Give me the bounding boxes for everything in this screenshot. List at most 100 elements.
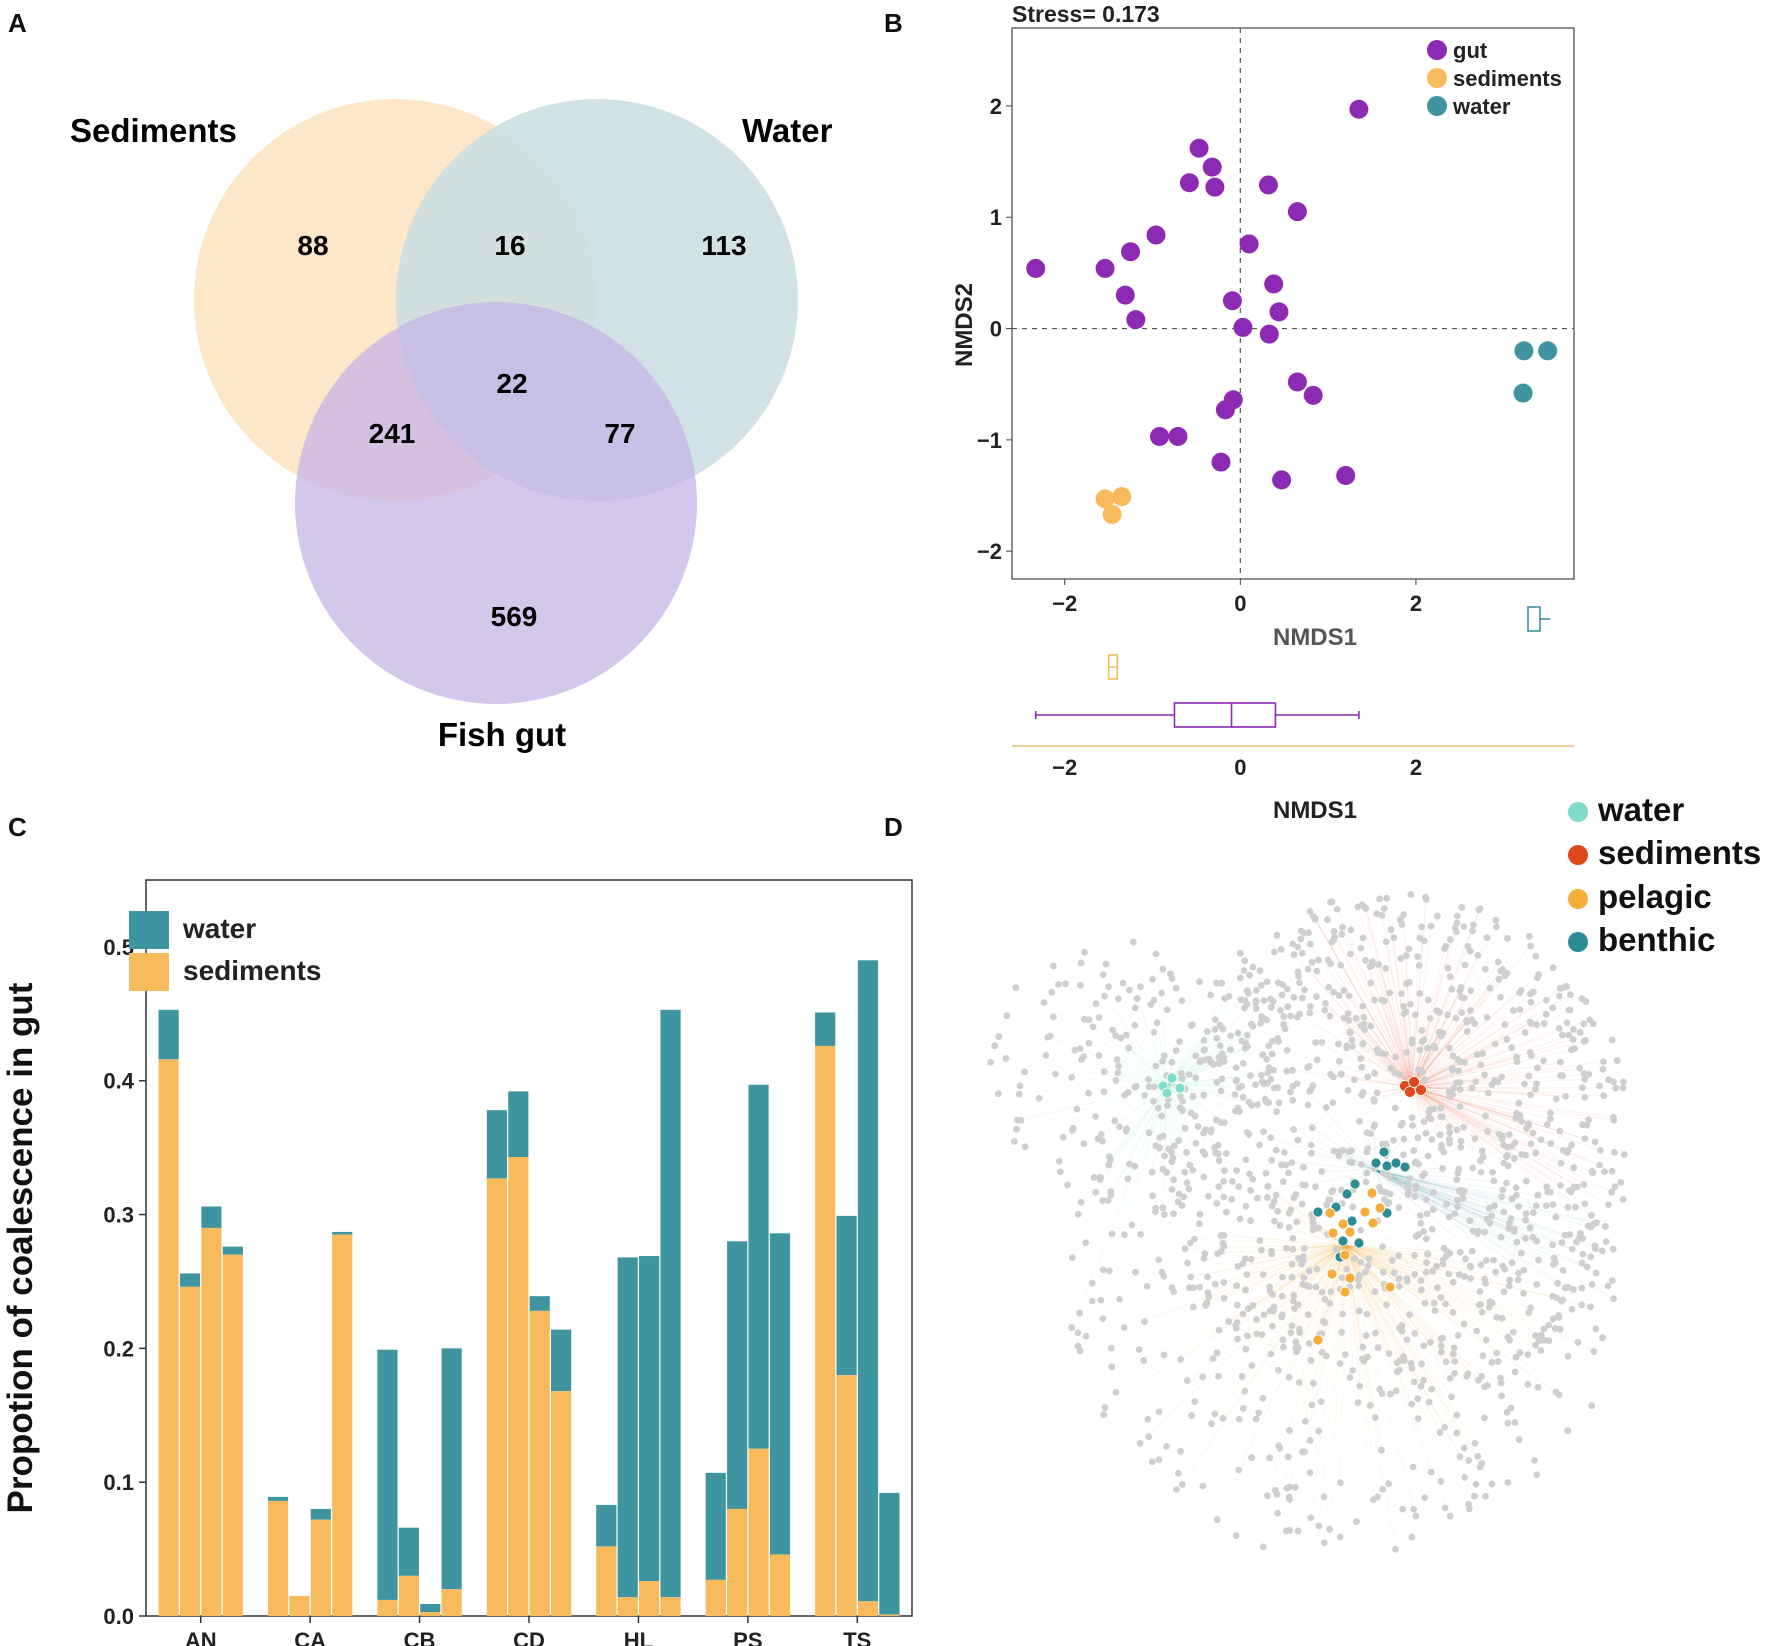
network-node	[1522, 1235, 1530, 1242]
network-node	[1189, 1166, 1197, 1174]
bar-sediments-AN-2	[179, 1286, 201, 1616]
network-hub-benthic	[1370, 1157, 1382, 1169]
network-node	[1463, 1017, 1470, 1024]
network-node	[1515, 1436, 1523, 1443]
network-node	[1289, 940, 1297, 948]
network-node	[1443, 1200, 1450, 1208]
network-node	[1313, 1265, 1321, 1273]
network-node	[1396, 1071, 1404, 1079]
network-edge	[1277, 1244, 1346, 1514]
network-node	[1247, 1217, 1254, 1224]
bar-sediments-HL-4	[660, 1597, 681, 1616]
network-node	[1405, 945, 1413, 953]
network-node	[1109, 1026, 1117, 1034]
network-node	[1582, 998, 1590, 1005]
nmds-point-gut	[1258, 175, 1278, 195]
network-edge	[1344, 1244, 1397, 1391]
network-node	[1205, 1293, 1213, 1301]
network-node	[1422, 1196, 1430, 1203]
bar-water-CD-1	[486, 1110, 507, 1179]
network-node	[1390, 1137, 1397, 1144]
network-edge	[1236, 1244, 1346, 1323]
network-edge	[1286, 1244, 1346, 1249]
network-edge	[1060, 1084, 1169, 1173]
network-node	[1592, 1269, 1600, 1277]
network-node	[1281, 1149, 1288, 1156]
network-node	[1485, 1303, 1493, 1311]
network-node	[1213, 1199, 1221, 1207]
network-node	[1537, 1347, 1545, 1354]
network-node	[1407, 1360, 1415, 1367]
bar-sediments-CD-2	[508, 1157, 529, 1616]
network-node	[1256, 1237, 1264, 1244]
network-node	[1437, 1478, 1445, 1485]
network-node	[1181, 1124, 1189, 1132]
network-node	[1505, 1131, 1513, 1139]
network-node	[1326, 1525, 1334, 1533]
network-node	[1398, 1327, 1406, 1335]
network-node	[1462, 1255, 1469, 1263]
network-node	[1408, 1114, 1416, 1122]
network-node	[1588, 1402, 1596, 1410]
network-node	[1363, 1129, 1371, 1137]
network-node	[1199, 1148, 1207, 1156]
network-node	[1579, 1250, 1587, 1258]
network-edge	[1321, 1244, 1346, 1353]
network-node	[1564, 1427, 1572, 1435]
network-node	[1456, 1248, 1464, 1256]
network-node	[1068, 1324, 1076, 1331]
network-node	[1559, 1072, 1566, 1080]
network-node	[1085, 1039, 1093, 1047]
network-node	[1467, 987, 1475, 995]
network-node	[1426, 1014, 1434, 1022]
network-node	[1318, 1348, 1326, 1356]
network-node	[1312, 993, 1320, 1001]
network-node	[1573, 1183, 1581, 1191]
network-node	[1371, 1288, 1379, 1295]
network-node	[1249, 963, 1257, 971]
network-edge	[1364, 907, 1413, 1088]
network-node	[1278, 1313, 1286, 1321]
network-node	[1336, 1533, 1344, 1541]
network-edge	[1344, 1244, 1470, 1510]
network-node	[1584, 1222, 1592, 1230]
network-node	[1437, 1104, 1445, 1112]
network-node	[1445, 1123, 1453, 1131]
network-node	[1383, 894, 1391, 902]
network-node	[1581, 1093, 1589, 1101]
bar-sediments-AN-4	[222, 1254, 243, 1616]
network-node	[1608, 1036, 1616, 1044]
network-node	[1163, 1006, 1171, 1014]
network-node	[1475, 1376, 1482, 1384]
network-legend-dot-sediments	[1568, 845, 1588, 865]
network-node	[1513, 1053, 1520, 1061]
nmds-point-sediments	[1095, 489, 1115, 509]
network-edge	[1344, 1244, 1454, 1283]
network-node	[1494, 1078, 1502, 1086]
network-node	[1207, 991, 1215, 999]
network-node	[1199, 1373, 1207, 1381]
network-node	[1485, 1204, 1493, 1212]
network-node	[1107, 1344, 1115, 1352]
network-node	[1412, 1512, 1420, 1520]
network-node	[1475, 1301, 1483, 1309]
network-node	[1408, 1400, 1415, 1408]
network-node	[1214, 1150, 1222, 1158]
network-node	[1451, 1357, 1459, 1365]
network-node	[1220, 1193, 1228, 1201]
network-node	[1420, 937, 1428, 945]
network-edge	[1411, 946, 1469, 1088]
network-edge	[1411, 926, 1497, 1088]
nmds-point-gut	[1026, 258, 1046, 278]
network-node	[1506, 1336, 1514, 1344]
network-node	[1243, 1000, 1251, 1008]
network-node	[1564, 1352, 1572, 1360]
network-node	[1403, 1184, 1411, 1191]
bar-water-HL-4	[660, 1009, 681, 1598]
network-node	[1362, 957, 1369, 964]
network-node	[1258, 1331, 1266, 1339]
network-node	[1444, 1011, 1451, 1019]
bar-y-tick: 0.2	[103, 1336, 134, 1361]
network-node	[1085, 1089, 1093, 1097]
network-node	[1259, 1051, 1267, 1059]
